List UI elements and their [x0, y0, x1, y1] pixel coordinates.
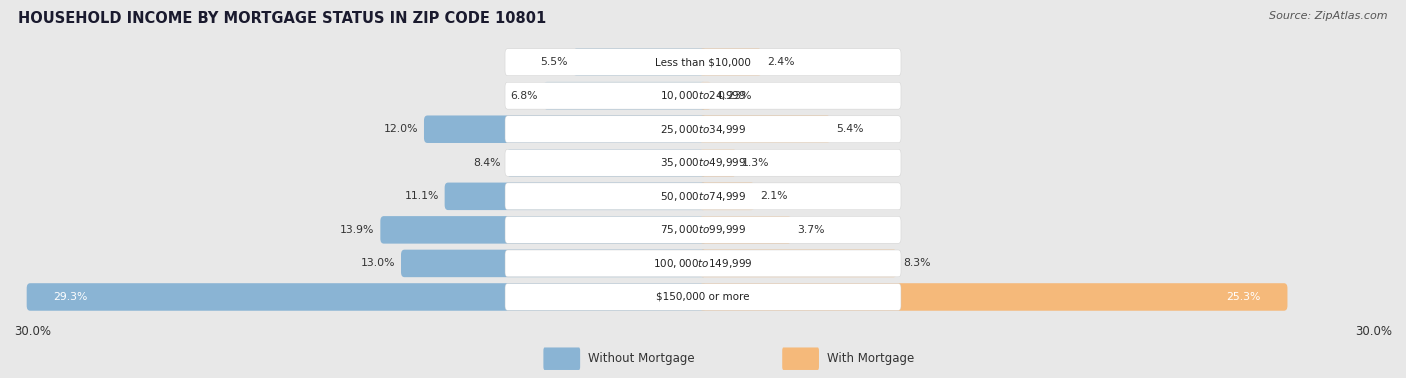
Text: 13.0%: 13.0% [361, 259, 395, 268]
FancyBboxPatch shape [505, 284, 901, 310]
Text: 30.0%: 30.0% [14, 325, 51, 338]
FancyBboxPatch shape [505, 49, 901, 76]
FancyBboxPatch shape [574, 48, 706, 76]
FancyBboxPatch shape [543, 82, 706, 110]
Text: With Mortgage: With Mortgage [827, 352, 914, 365]
Text: 13.9%: 13.9% [340, 225, 374, 235]
Text: 8.4%: 8.4% [474, 158, 501, 168]
Text: 5.4%: 5.4% [837, 124, 863, 134]
FancyBboxPatch shape [425, 115, 706, 143]
Text: $50,000 to $74,999: $50,000 to $74,999 [659, 190, 747, 203]
FancyBboxPatch shape [700, 149, 737, 177]
FancyBboxPatch shape [27, 283, 706, 311]
Text: 25.3%: 25.3% [1226, 292, 1261, 302]
Text: 11.1%: 11.1% [405, 191, 439, 201]
Text: 30.0%: 30.0% [1355, 325, 1392, 338]
FancyBboxPatch shape [700, 283, 1288, 311]
Text: Source: ZipAtlas.com: Source: ZipAtlas.com [1270, 11, 1388, 21]
FancyBboxPatch shape [505, 183, 901, 210]
FancyBboxPatch shape [700, 48, 762, 76]
FancyBboxPatch shape [782, 347, 818, 370]
FancyBboxPatch shape [543, 347, 581, 370]
Text: 12.0%: 12.0% [384, 124, 418, 134]
Text: 0.23%: 0.23% [717, 91, 752, 101]
Text: 2.4%: 2.4% [768, 57, 794, 67]
FancyBboxPatch shape [401, 249, 706, 277]
FancyBboxPatch shape [444, 183, 706, 210]
Text: 5.5%: 5.5% [540, 57, 568, 67]
FancyBboxPatch shape [505, 217, 901, 243]
Text: 1.3%: 1.3% [742, 158, 769, 168]
Text: $25,000 to $34,999: $25,000 to $34,999 [659, 123, 747, 136]
FancyBboxPatch shape [700, 216, 792, 244]
Text: Less than $10,000: Less than $10,000 [655, 57, 751, 67]
FancyBboxPatch shape [700, 249, 897, 277]
FancyBboxPatch shape [700, 115, 831, 143]
FancyBboxPatch shape [381, 216, 706, 244]
Text: 3.7%: 3.7% [797, 225, 825, 235]
Text: HOUSEHOLD INCOME BY MORTGAGE STATUS IN ZIP CODE 10801: HOUSEHOLD INCOME BY MORTGAGE STATUS IN Z… [18, 11, 547, 26]
FancyBboxPatch shape [505, 149, 901, 176]
Text: $35,000 to $49,999: $35,000 to $49,999 [659, 156, 747, 169]
Text: 6.8%: 6.8% [510, 91, 537, 101]
FancyBboxPatch shape [505, 250, 901, 277]
FancyBboxPatch shape [505, 82, 901, 109]
Text: 29.3%: 29.3% [53, 292, 87, 302]
Text: $75,000 to $99,999: $75,000 to $99,999 [659, 223, 747, 236]
Text: 2.1%: 2.1% [761, 191, 787, 201]
FancyBboxPatch shape [700, 183, 755, 210]
Text: $100,000 to $149,999: $100,000 to $149,999 [654, 257, 752, 270]
FancyBboxPatch shape [505, 116, 901, 143]
Text: Without Mortgage: Without Mortgage [588, 352, 695, 365]
FancyBboxPatch shape [506, 149, 706, 177]
Text: $150,000 or more: $150,000 or more [657, 292, 749, 302]
FancyBboxPatch shape [700, 82, 711, 110]
Text: 8.3%: 8.3% [903, 259, 931, 268]
Text: $10,000 to $24,999: $10,000 to $24,999 [659, 89, 747, 102]
